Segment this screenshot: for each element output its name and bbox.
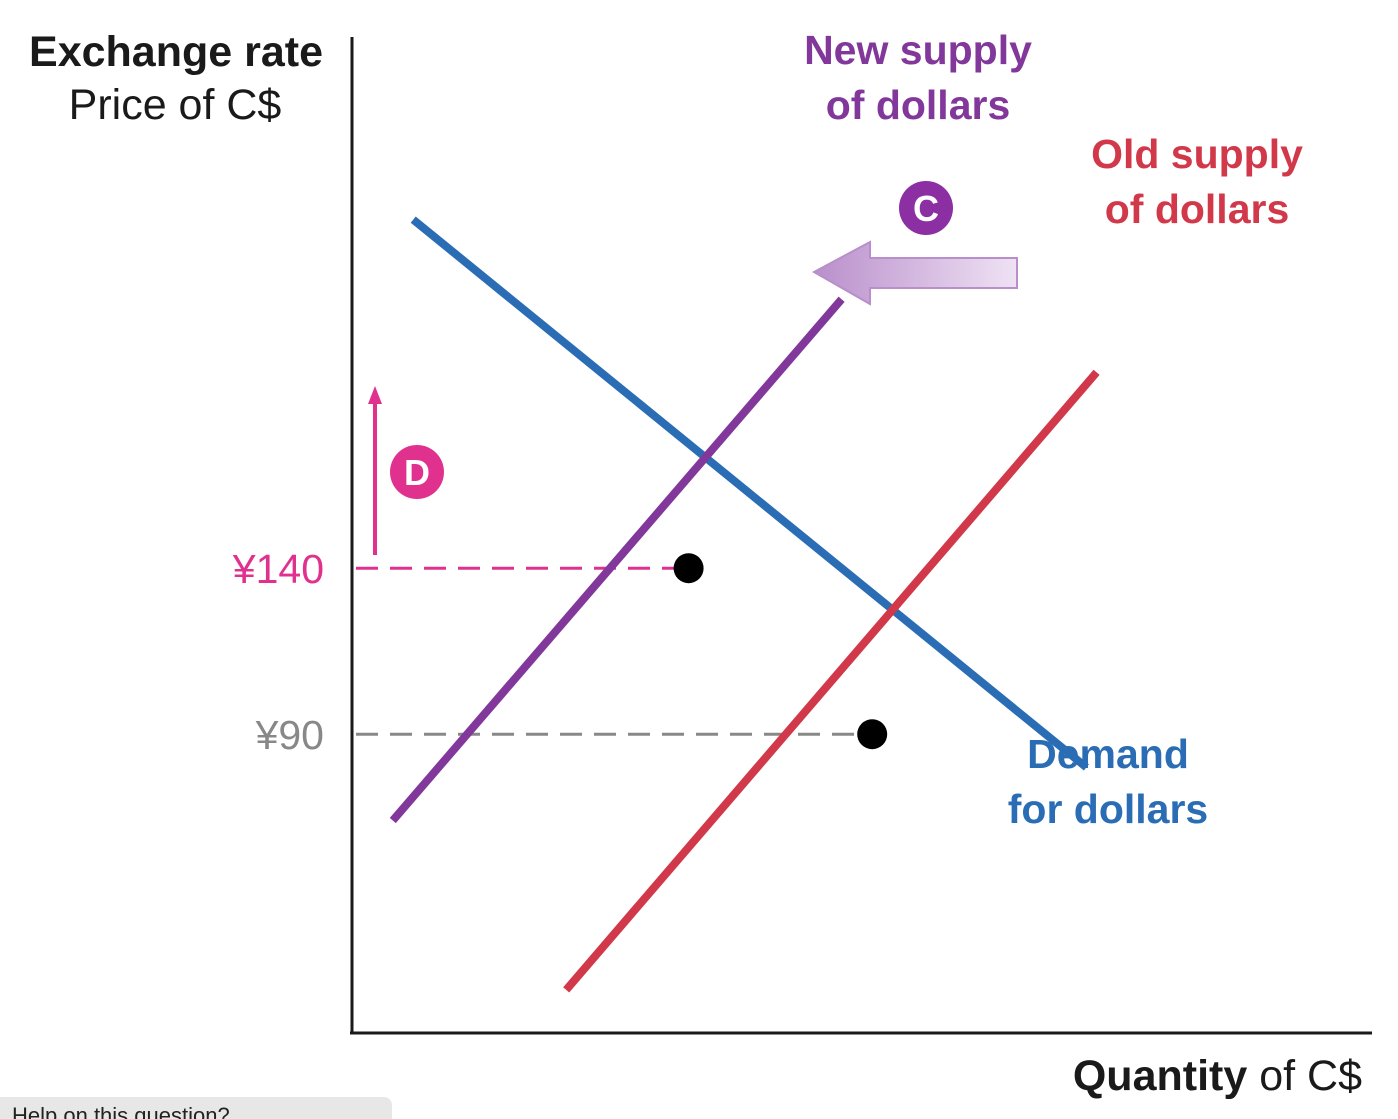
x-axis-title-bold: Quantity <box>1073 1052 1247 1100</box>
y-tick-label: ¥90 <box>255 712 324 758</box>
series-line <box>563 369 1100 993</box>
y-axis-subtitle: Price of C$ <box>69 81 282 129</box>
series-label: for dollars <box>1008 786 1208 832</box>
shift-left-arrow-shape <box>811 240 1018 306</box>
help-bar[interactable]: Help on this question? <box>0 1097 392 1119</box>
annotation-badge-label: C <box>913 188 939 229</box>
x-axis-title: Quantity of C$ <box>1073 1052 1362 1100</box>
series-label: Demand <box>1027 731 1189 777</box>
y-tick-label: ¥140 <box>232 546 324 592</box>
equilibrium-point <box>857 719 888 750</box>
annotation-badge-label: D <box>404 452 430 493</box>
series-label: New supply <box>804 27 1032 73</box>
rate-rise-arrow-head <box>368 386 382 404</box>
rate-rise-arrow <box>368 386 382 555</box>
series-line <box>410 216 1089 771</box>
y-axis-title: Exchange rate <box>29 28 323 76</box>
series-label: of dollars <box>1105 186 1290 232</box>
equilibrium-point <box>673 553 704 584</box>
x-axis-title-rest: of C$ <box>1247 1052 1362 1100</box>
series-line <box>389 296 845 824</box>
shift-left-arrow <box>811 240 1018 306</box>
annotation-badge <box>390 445 444 499</box>
help-bar-label: Help on this question? <box>12 1103 230 1119</box>
series-label: of dollars <box>826 82 1011 128</box>
series-label: Old supply <box>1091 131 1303 177</box>
annotation-badge <box>899 181 953 235</box>
